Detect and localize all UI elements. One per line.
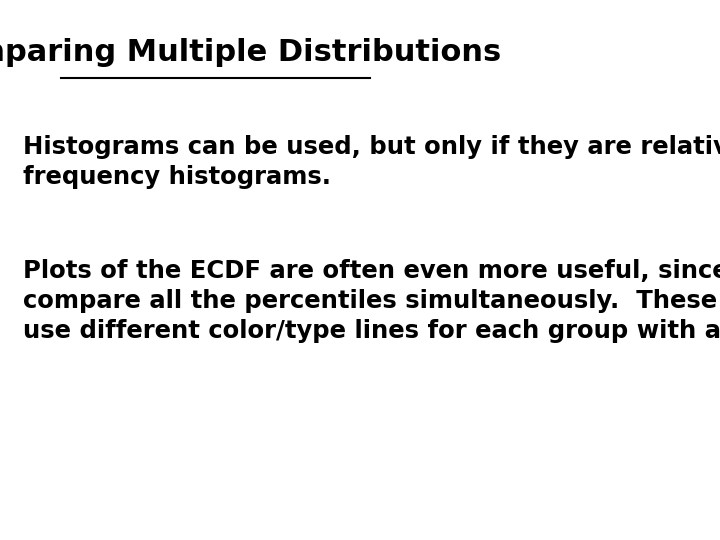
- Text: Histograms can be used, but only if they are relative
frequency histograms.: Histograms can be used, but only if they…: [23, 135, 720, 188]
- Text: Comparing Multiple Distributions: Comparing Multiple Distributions: [0, 38, 501, 67]
- Text: Plots of the ECDF are often even more useful, since they can
compare all the per: Plots of the ECDF are often even more us…: [23, 259, 720, 342]
